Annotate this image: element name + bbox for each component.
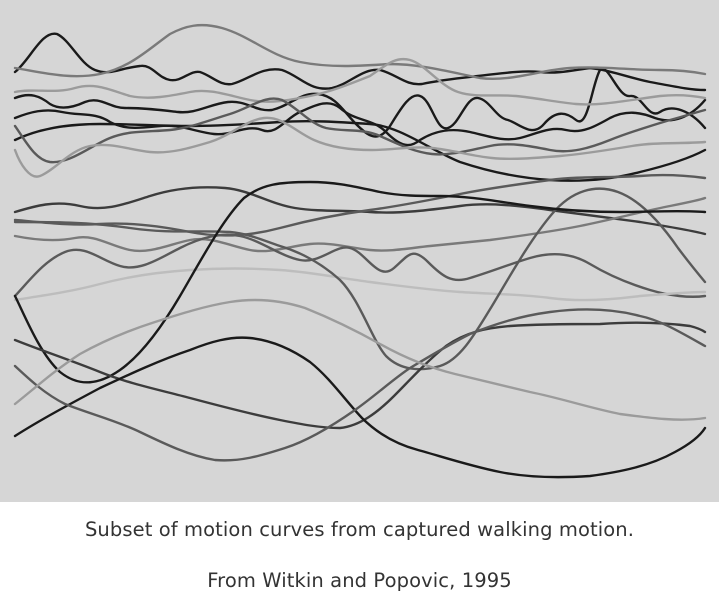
figure-caption: Subset of motion curves from captured wa… xyxy=(84,518,635,541)
motion-curve xyxy=(13,23,707,80)
motion-curve xyxy=(13,186,707,236)
motion-curve xyxy=(13,57,707,106)
motion-curve xyxy=(13,97,707,164)
plot-background xyxy=(0,0,719,502)
motion-curve xyxy=(13,336,707,479)
motion-curve xyxy=(13,196,707,253)
motion-curve xyxy=(13,119,707,182)
motion-curve xyxy=(13,321,707,430)
motion-curves-plot xyxy=(0,0,719,502)
motion-curve xyxy=(13,187,707,371)
motion-curve xyxy=(13,116,707,178)
motion-curve xyxy=(13,233,707,298)
motion-curve xyxy=(13,67,707,138)
motion-curve xyxy=(13,98,707,147)
motion-curve xyxy=(13,173,707,237)
motion-curve xyxy=(13,267,707,302)
motion-curve xyxy=(13,308,707,462)
figure-attribution: From Witkin and Popovic, 1995 xyxy=(207,569,512,592)
motion-curve xyxy=(13,298,707,421)
motion-curve xyxy=(13,180,707,384)
plot-panel xyxy=(0,0,719,502)
